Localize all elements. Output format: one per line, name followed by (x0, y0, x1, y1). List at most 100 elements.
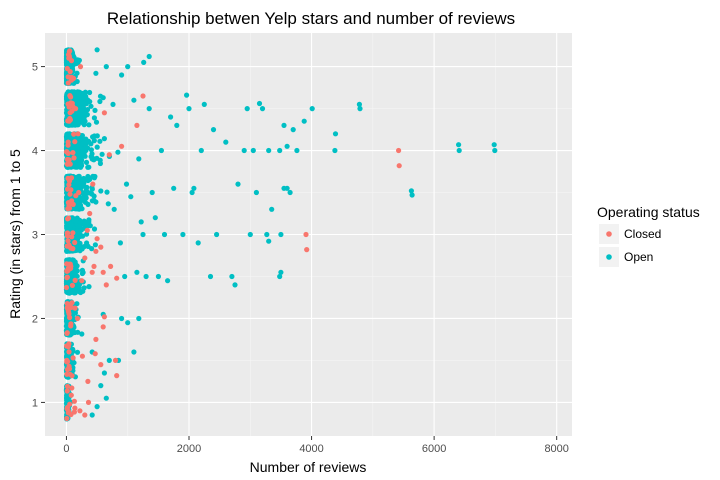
data-point-closed (119, 143, 125, 149)
x-tick-label: 8000 (544, 443, 568, 455)
data-point-open (184, 92, 190, 98)
data-point-open (357, 106, 363, 112)
data-point-open (77, 114, 83, 120)
data-point-open (83, 159, 90, 165)
data-point-open (277, 273, 283, 280)
data-point-open (89, 191, 95, 197)
x-axis-title: Number of reviews (250, 459, 367, 475)
data-point-open (82, 118, 88, 124)
data-point-open (247, 231, 253, 238)
data-point-open (82, 153, 88, 159)
data-point-closed (98, 362, 104, 368)
data-point-open (174, 122, 180, 128)
data-point-closed (77, 408, 83, 414)
data-point-closed (66, 118, 72, 124)
data-point-closed (101, 110, 107, 116)
data-point-open (79, 331, 85, 337)
data-point-closed (91, 263, 97, 269)
data-point-closed (84, 227, 90, 233)
data-point-closed (68, 323, 74, 329)
legend-swatch (606, 254, 612, 260)
data-point-closed (101, 314, 107, 320)
data-point-open (73, 235, 80, 241)
data-point-open (101, 136, 107, 142)
data-point-closed (69, 373, 75, 379)
data-point-closed (76, 189, 82, 196)
data-point-open (158, 147, 164, 154)
data-point-open (79, 270, 85, 277)
data-point-open (86, 217, 92, 223)
data-point-open (491, 142, 497, 148)
data-point-open (71, 89, 77, 95)
data-point-closed (82, 412, 88, 418)
data-point-closed (64, 388, 70, 394)
data-point-open (99, 151, 105, 157)
data-point-open (256, 100, 263, 107)
data-point-open (84, 107, 91, 113)
data-point-open (110, 101, 116, 107)
data-point-closed (65, 410, 71, 416)
data-point-open (198, 147, 204, 154)
data-point-closed (70, 230, 76, 236)
data-point-open (101, 370, 107, 376)
data-point-open (235, 181, 241, 187)
data-point-open (103, 64, 109, 70)
data-point-closed (85, 378, 91, 384)
data-point-closed (66, 49, 72, 55)
data-point-closed (304, 247, 310, 253)
data-point-closed (69, 234, 75, 240)
data-point-open (123, 181, 130, 187)
data-point-open (119, 72, 125, 78)
data-point-closed (66, 157, 72, 163)
data-point-open (93, 70, 99, 76)
data-point-closed (72, 405, 78, 411)
data-point-open (131, 97, 137, 103)
data-point-open (106, 357, 112, 363)
data-point-open (180, 231, 186, 238)
data-point-open (140, 231, 146, 238)
data-point-open (103, 395, 109, 401)
data-point-open (84, 145, 91, 151)
data-point-closed (89, 269, 95, 275)
data-point-open (87, 99, 93, 105)
data-point-open (214, 231, 220, 238)
data-point-open (105, 201, 111, 207)
data-point-open (75, 155, 81, 161)
data-point-open (223, 139, 229, 145)
x-tick-label: 2000 (177, 443, 201, 455)
data-point-open (122, 273, 128, 280)
data-point-open (269, 206, 275, 212)
data-point-closed (64, 359, 70, 365)
data-point-closed (70, 201, 76, 207)
data-point-closed (66, 202, 72, 208)
data-point-closed (65, 186, 71, 192)
data-point-closed (114, 373, 120, 379)
data-point-closed (65, 267, 71, 274)
data-point-closed (65, 161, 71, 167)
data-point-closed (73, 106, 79, 112)
data-point-open (138, 219, 144, 225)
data-point-open (111, 206, 117, 212)
data-point-closed (72, 277, 78, 283)
data-point-closed (100, 324, 106, 330)
data-point-open (287, 189, 293, 196)
data-point-open (356, 101, 362, 107)
data-point-open (232, 282, 238, 288)
data-point-closed (64, 415, 70, 422)
data-point-open (92, 107, 98, 113)
data-point-open (94, 47, 100, 53)
data-point-closed (68, 100, 74, 106)
data-point-open (97, 138, 103, 144)
data-point-open (71, 159, 77, 165)
data-point-open (332, 147, 338, 154)
data-point-closed (64, 149, 70, 155)
data-point-open (332, 131, 339, 137)
data-point-open (73, 58, 79, 64)
data-point-open (207, 273, 214, 280)
data-point-open (74, 120, 80, 126)
data-point-open (155, 273, 161, 280)
data-point-open (264, 231, 270, 238)
data-point-closed (70, 355, 76, 361)
data-point-open (84, 231, 90, 237)
data-point-open (290, 127, 296, 133)
